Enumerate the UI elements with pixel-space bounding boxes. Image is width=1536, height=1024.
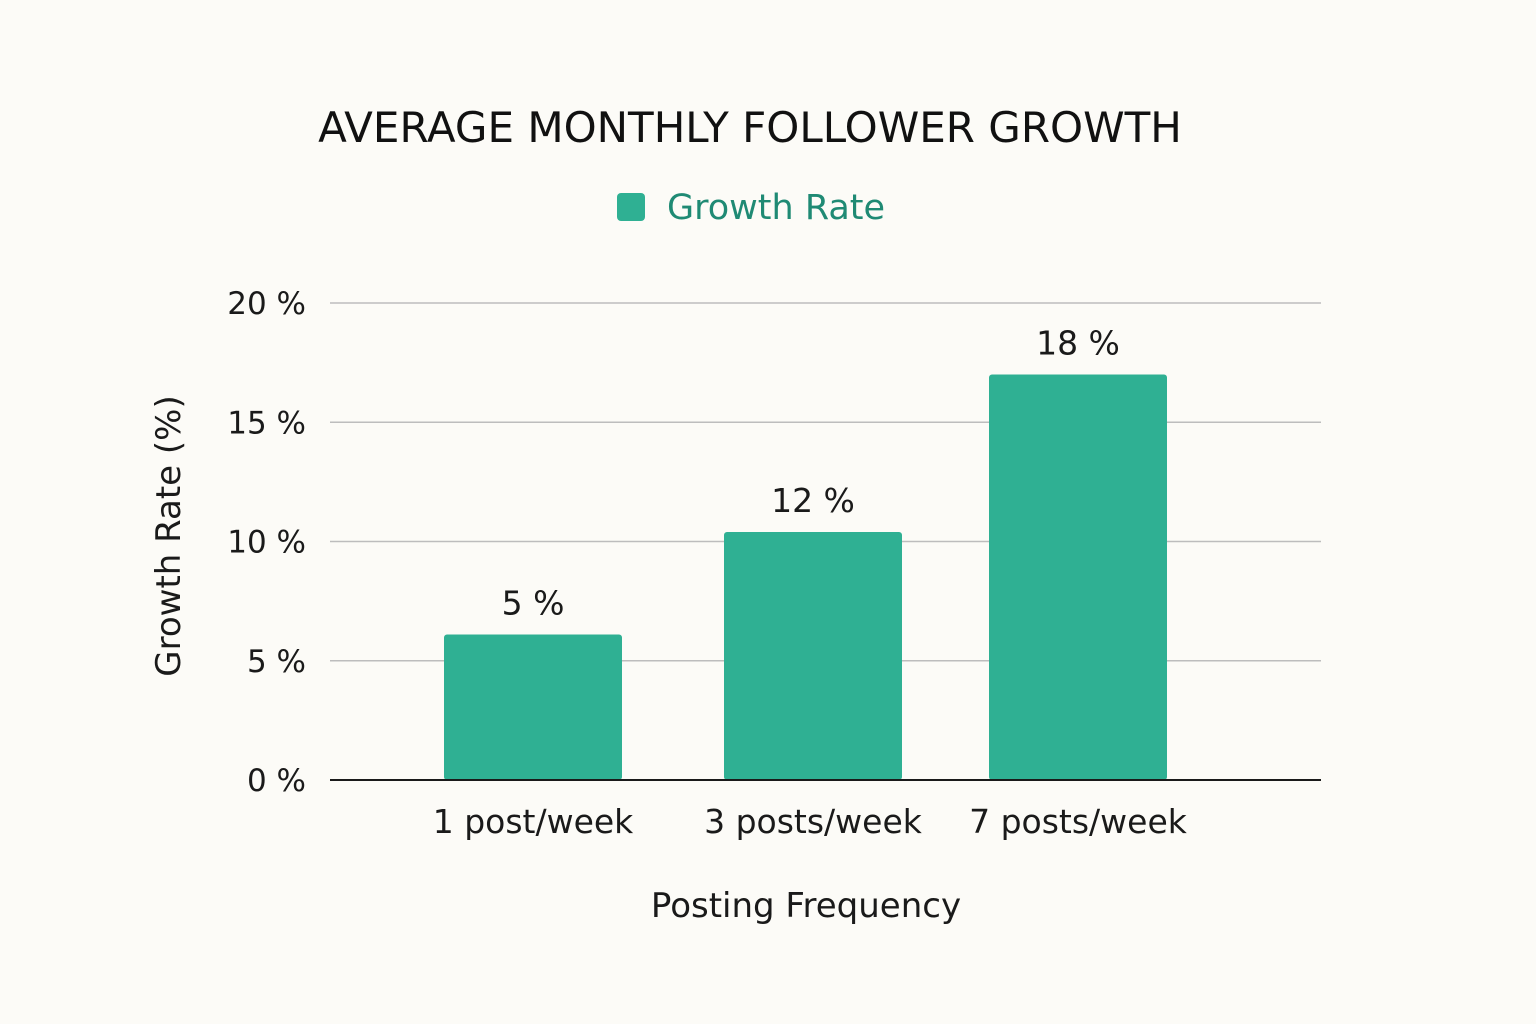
y-tick-label: 5 % bbox=[247, 644, 306, 680]
x-category-label: 7 posts/week bbox=[969, 802, 1188, 841]
y-tick-label: 10 % bbox=[227, 525, 306, 561]
y-tick-label: 0 % bbox=[247, 763, 306, 799]
chart-title: AVERAGE MONTHLY FOLLOWER GROWTH bbox=[318, 103, 1182, 152]
x-axis-title: Posting Frequency bbox=[651, 886, 961, 926]
data-label: 5 % bbox=[502, 584, 565, 623]
data-labels: 5 % 12 % 18 % bbox=[502, 324, 1120, 623]
x-axis-categories: 1 post/week 3 posts/week 7 posts/week bbox=[433, 802, 1188, 841]
y-tick-label: 15 % bbox=[227, 405, 306, 441]
bars bbox=[444, 374, 1167, 780]
y-axis-ticks: 0 % 5 % 10 % 15 % 20 % bbox=[227, 286, 306, 799]
data-label: 12 % bbox=[771, 481, 855, 520]
y-axis-title: Growth Rate (%) bbox=[149, 395, 189, 676]
x-category-label: 3 posts/week bbox=[704, 802, 923, 841]
legend-swatch bbox=[617, 193, 645, 221]
data-label: 18 % bbox=[1036, 324, 1120, 363]
legend-label-growth-rate: Growth Rate bbox=[667, 188, 885, 228]
bar bbox=[444, 634, 622, 780]
bar bbox=[989, 374, 1167, 780]
legend: Growth Rate bbox=[617, 188, 885, 228]
x-category-label: 1 post/week bbox=[433, 802, 634, 841]
bar bbox=[724, 531, 902, 780]
y-tick-label: 20 % bbox=[227, 286, 306, 322]
